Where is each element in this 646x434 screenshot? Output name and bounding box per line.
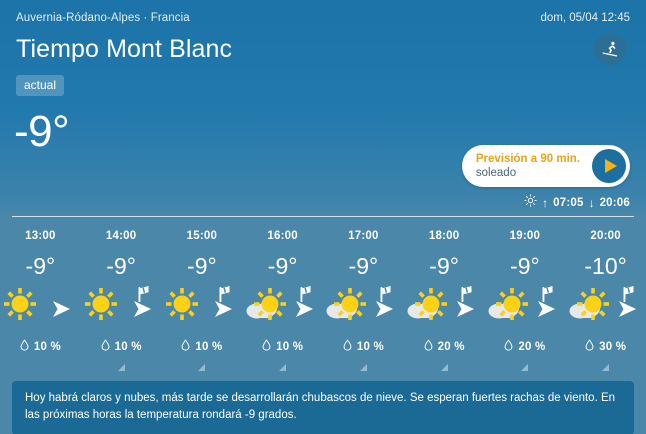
page-title: Tiempo Mont Blanc	[16, 35, 233, 63]
sunny-windy-icon	[81, 284, 161, 332]
raindrop-icon	[343, 338, 352, 356]
sunset-time: 20:06	[599, 196, 630, 209]
precipitation-value: 10 %	[195, 341, 223, 353]
precipitation-row: 10 %	[20, 338, 61, 356]
sunny-windy-icon	[162, 284, 242, 332]
hour-time: 20:00	[590, 230, 621, 242]
hour-time: 18:00	[428, 230, 460, 242]
hour-temperature: -9°	[510, 253, 540, 279]
raindrop-icon	[504, 338, 513, 356]
wind-direction-marker	[521, 364, 529, 371]
wind-direction-marker	[602, 364, 610, 371]
sunrise-arrow-icon: ↑	[542, 195, 549, 210]
wind-direction-marker	[440, 364, 448, 371]
precipitation-row: 10 %	[262, 338, 303, 356]
callout-title: Previsión a 90 min.	[475, 153, 580, 165]
hour-column[interactable]: 15:00 -9° 10 %	[162, 222, 243, 375]
precipitation-value: 10 %	[33, 341, 61, 353]
partly-cloudy-windy-icon	[404, 284, 484, 332]
meta-row: Auvernia-Ródano-Alpes · Francia dom, 05/…	[16, 10, 630, 25]
hour-temperature: -10°	[584, 253, 627, 279]
sunset-arrow-icon: ↓	[588, 195, 595, 210]
hour-temperature: -9°	[348, 253, 379, 279]
raindrop-icon	[585, 338, 594, 356]
partly-cloudy-windy-icon	[485, 284, 565, 332]
partly-cloudy-windy-icon	[323, 284, 403, 332]
precipitation-value: 30 %	[599, 341, 627, 353]
precipitation-row: 10 %	[343, 338, 384, 356]
hour-column[interactable]: 20:00 -10° 30 %	[565, 222, 646, 375]
precipitation-value: 20 %	[437, 341, 465, 353]
precipitation-row: 30 %	[585, 338, 626, 356]
sunrise-time: 07:05	[553, 196, 584, 209]
datetime-label: dom, 05/04 12:45	[540, 12, 630, 24]
callout-subtitle: soleado	[475, 167, 517, 179]
hour-column[interactable]: 17:00 -9° 10 %	[323, 222, 404, 375]
raindrop-icon	[262, 338, 271, 356]
play-triangle	[604, 159, 617, 173]
hour-column[interactable]: 19:00 -9° 20 %	[485, 222, 566, 375]
hour-time: 19:00	[509, 230, 541, 242]
header-section: Auvernia-Ródano-Alpes · Francia dom, 05/…	[0, 0, 646, 212]
hour-time: 17:00	[348, 230, 379, 242]
raindrop-icon	[424, 338, 433, 356]
raindrop-icon	[20, 338, 29, 356]
sun-times-row: ↑ 07:05 ↓ 20:06	[524, 194, 630, 211]
region-label: Auvernia-Ródano-Alpes · Francia	[16, 12, 190, 24]
hour-column[interactable]: 16:00 -9° 10 %	[242, 222, 323, 375]
precipitation-row: 10 %	[101, 338, 142, 356]
partly-cloudy-windy-icon	[243, 284, 323, 332]
hour-column[interactable]: 14:00 -9° 10 %	[81, 222, 162, 375]
hour-temperature: -9°	[25, 253, 56, 279]
wind-direction-marker	[359, 364, 367, 371]
section-divider	[12, 216, 634, 217]
hour-column[interactable]: 18:00 -9° 20 %	[404, 222, 485, 375]
precipitation-value: 10 %	[114, 341, 142, 353]
current-temperature: -9°	[14, 107, 70, 156]
hour-temperature: -9°	[267, 253, 298, 279]
precipitation-row: 20 %	[424, 338, 465, 356]
precipitation-row: 20 %	[504, 338, 545, 356]
precipitation-value: 10 %	[356, 341, 384, 353]
wind-direction-marker	[117, 364, 125, 371]
hour-temperature: -9°	[429, 253, 459, 279]
hour-time: 14:00	[105, 230, 137, 242]
hour-temperature: -9°	[187, 253, 217, 279]
hour-time: 16:00	[267, 230, 298, 242]
forecast-callout[interactable]: Previsión a 90 min. soleado	[461, 145, 630, 187]
precipitation-value: 20 %	[518, 341, 546, 353]
raindrop-icon	[101, 338, 110, 356]
sun-icon	[524, 194, 537, 211]
wind-direction-marker	[279, 364, 287, 371]
title-row: Tiempo Mont Blanc	[16, 33, 630, 65]
precipitation-row: 10 %	[181, 338, 222, 356]
summary-text: Hoy habrá claros y nubes, más tarde se d…	[12, 381, 634, 434]
callout-text: Previsión a 90 min. soleado	[476, 152, 592, 180]
hour-temperature: -9°	[106, 253, 136, 279]
raindrop-icon	[181, 338, 190, 356]
hour-time: 13:00	[25, 230, 56, 242]
skier-icon[interactable]	[594, 33, 626, 65]
hour-time: 15:00	[186, 230, 218, 242]
partly-cloudy-windy-icon	[566, 284, 646, 332]
sunny-icon	[0, 284, 80, 332]
hour-column[interactable]: 13:00 -9° 10 %	[0, 222, 81, 375]
precipitation-value: 10 %	[276, 341, 304, 353]
status-badge: actual	[16, 75, 65, 96]
hourly-forecast-strip[interactable]: 13:00 -9° 10 % 14:00 -9°	[0, 222, 646, 375]
play-icon[interactable]	[592, 149, 626, 183]
wind-direction-marker	[198, 364, 206, 371]
